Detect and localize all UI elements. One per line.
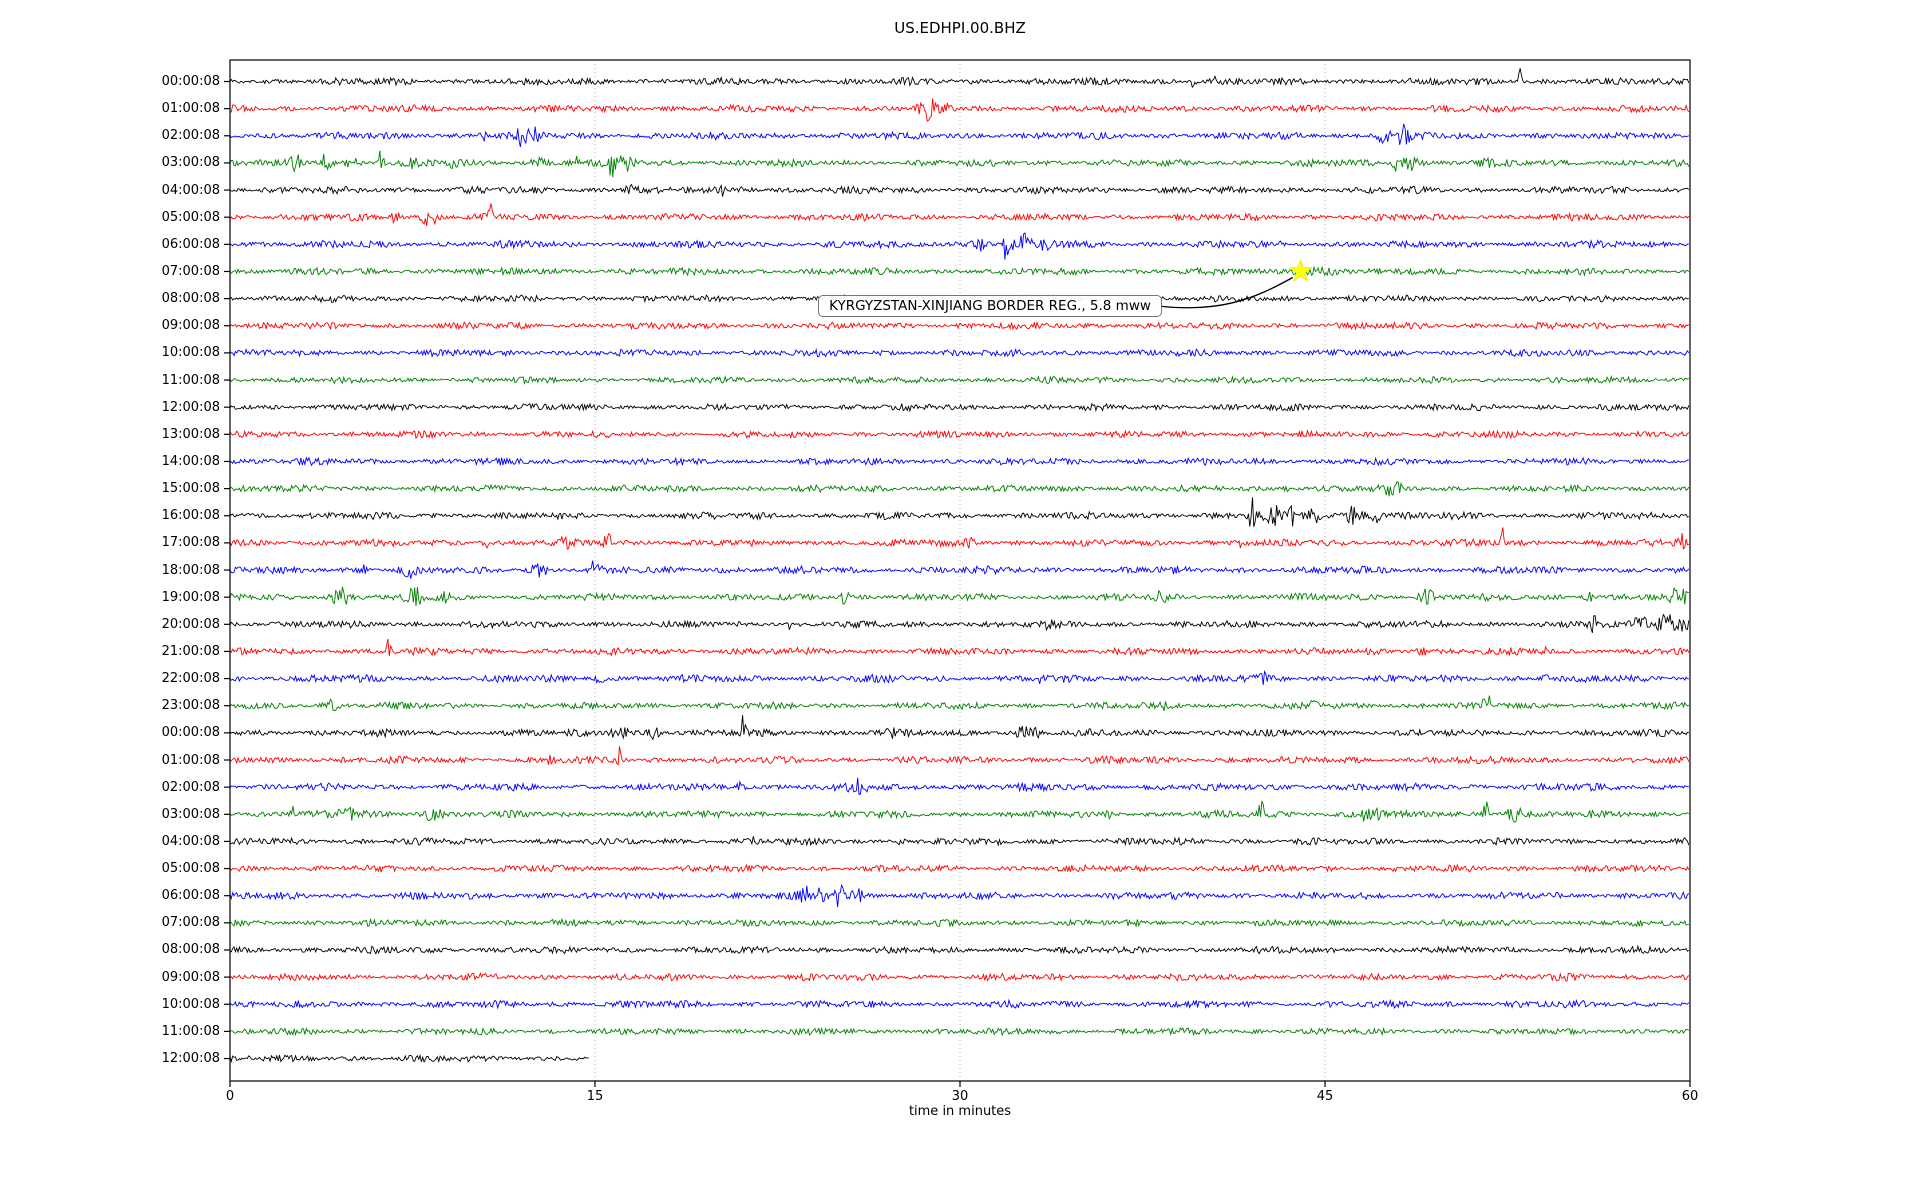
y-tick-label: 04:00:08 <box>161 833 220 849</box>
y-tick-label: 03:00:08 <box>161 806 220 822</box>
y-tick-label: 05:00:08 <box>161 861 220 877</box>
trace-row-36 <box>230 1053 589 1064</box>
y-tick-label: 02:00:08 <box>161 128 220 144</box>
y-tick-label: 20:00:08 <box>161 616 220 632</box>
y-tick-label: 12:00:08 <box>161 399 220 415</box>
trace-row-4 <box>230 183 1690 197</box>
trace-row-26 <box>230 777 1689 795</box>
y-tick-label: 00:00:08 <box>161 74 220 89</box>
y-tick-label: 08:00:08 <box>161 942 220 958</box>
trace-row-35 <box>230 1026 1689 1037</box>
y-tick-label: 16:00:08 <box>161 508 220 524</box>
y-tick-label: 06:00:08 <box>161 888 220 904</box>
y-tick-label: 06:00:08 <box>161 236 220 252</box>
trace-row-3 <box>230 150 1690 178</box>
y-tick-label: 03:00:08 <box>161 155 220 171</box>
trace-row-17 <box>230 527 1689 550</box>
trace-row-15 <box>230 481 1690 497</box>
y-tick-label: 01:00:08 <box>161 101 220 117</box>
trace-row-20 <box>230 613 1690 634</box>
y-tick-label: 04:00:08 <box>161 182 220 198</box>
y-tick-label: 19:00:08 <box>161 589 220 605</box>
trace-row-28 <box>230 836 1690 847</box>
x-axis-title: time in minutes <box>908 1104 1012 1119</box>
trace-row-30 <box>230 883 1690 908</box>
y-tick-label: 07:00:08 <box>161 263 220 279</box>
trace-row-0 <box>230 68 1690 89</box>
y-tick-label: 11:00:08 <box>161 1023 220 1039</box>
trace-row-23 <box>230 695 1689 711</box>
y-tick-label: 13:00:08 <box>161 426 220 442</box>
trace-row-14 <box>230 456 1689 467</box>
x-tick-label: 45 <box>1316 1089 1334 1104</box>
trace-row-25 <box>230 746 1690 766</box>
y-tick-label: 14:00:08 <box>161 453 220 469</box>
trace-row-19 <box>230 586 1689 607</box>
trace-row-24 <box>230 715 1689 741</box>
trace-row-12 <box>230 402 1690 413</box>
y-tick-label: 22:00:08 <box>161 671 220 687</box>
y-tick-label: 08:00:08 <box>161 291 220 307</box>
y-tick-label: 11:00:08 <box>161 372 220 388</box>
event-annotation: KYRGYZSTAN-XINJIANG BORDER REG., 5.8 mww <box>818 295 1162 317</box>
x-tick-label: 30 <box>951 1089 969 1104</box>
trace-row-22 <box>230 670 1689 685</box>
figure-title: US.EDHPI.00.BHZ <box>894 19 1026 37</box>
trace-row-2 <box>230 123 1689 148</box>
y-tick-label: 12:00:08 <box>161 1051 220 1067</box>
annotation-leader-line <box>1157 276 1294 309</box>
trace-row-18 <box>230 560 1690 579</box>
y-tick-label: 10:00:08 <box>161 345 220 361</box>
x-tick-label: 60 <box>1681 1089 1699 1104</box>
trace-row-6 <box>230 232 1689 260</box>
y-tick-label: 01:00:08 <box>161 752 220 768</box>
trace-row-33 <box>230 971 1690 982</box>
y-tick-label: 09:00:08 <box>161 969 220 985</box>
y-tick-label: 17:00:08 <box>161 535 220 551</box>
trace-row-34 <box>230 998 1690 1010</box>
trace-row-16 <box>230 497 1690 527</box>
trace-row-5 <box>230 203 1690 226</box>
trace-row-7 <box>230 265 1690 277</box>
trace-row-31 <box>230 917 1689 928</box>
y-tick-label: 05:00:08 <box>161 209 220 225</box>
y-tick-label: 21:00:08 <box>161 643 220 659</box>
y-tick-label: 15:00:08 <box>161 481 220 497</box>
trace-row-29 <box>230 863 1690 873</box>
trace-row-10 <box>230 347 1690 358</box>
trace-row-1 <box>230 98 1690 122</box>
trace-row-32 <box>230 944 1690 955</box>
y-tick-label: 09:00:08 <box>161 318 220 334</box>
y-tick-label: 23:00:08 <box>161 698 220 714</box>
y-tick-label: 00:00:08 <box>161 725 220 741</box>
x-tick-label: 0 <box>225 1089 235 1104</box>
x-tick-label: 15 <box>586 1089 604 1104</box>
trace-row-13 <box>230 429 1690 440</box>
trace-row-11 <box>230 374 1690 385</box>
trace-row-21 <box>230 638 1690 657</box>
y-tick-label: 18:00:08 <box>161 562 220 578</box>
y-tick-label: 02:00:08 <box>161 779 220 795</box>
event-star-icon <box>1288 258 1313 282</box>
trace-row-9 <box>230 320 1690 331</box>
y-tick-label: 07:00:08 <box>161 915 220 931</box>
y-tick-label: 10:00:08 <box>161 996 220 1012</box>
trace-row-27 <box>230 800 1689 823</box>
